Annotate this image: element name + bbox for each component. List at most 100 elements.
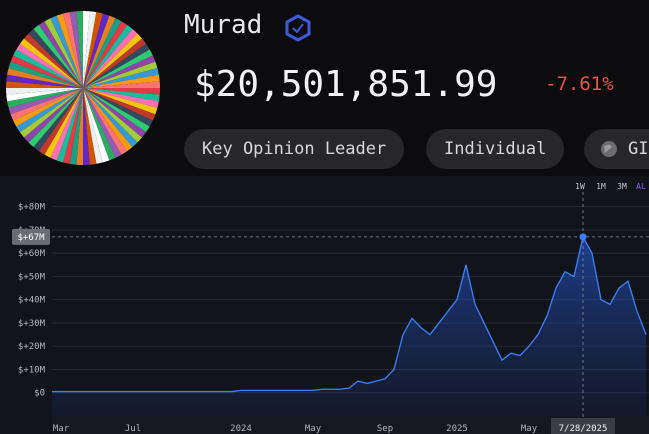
y-tick-label: $+20M — [18, 342, 46, 352]
user-name: Murad — [184, 10, 263, 40]
avatar-wedge — [56, 88, 83, 163]
avatar-wedge — [6, 88, 83, 95]
x-tick-label: Mar — [53, 424, 70, 434]
avatar-wedge — [83, 74, 160, 88]
avatar-wedge — [10, 55, 83, 88]
avatar-wedge — [33, 24, 83, 88]
avatar-wedge — [19, 38, 83, 88]
avatar-wedge — [83, 38, 147, 88]
avatar-wedge — [24, 33, 83, 88]
avatar-wedge — [83, 88, 158, 115]
avatar-wedge — [83, 88, 103, 164]
x-tick-label: Jul — [125, 424, 141, 434]
y-tick-label: $+40M — [18, 296, 46, 306]
avatar-wedge — [38, 21, 83, 89]
avatar-wedge — [83, 88, 133, 152]
avatar-wedge — [83, 81, 160, 88]
y-tick-label: $+80M — [18, 203, 46, 213]
value-change: -7.61% — [545, 73, 614, 95]
avatar-wedge — [8, 61, 84, 88]
area — [52, 236, 646, 416]
y-tick-label: $+30M — [18, 319, 46, 329]
avatar-wedge — [83, 55, 156, 88]
avatar-wedge — [13, 49, 83, 88]
portfolio-value: $20,501,851.99 — [194, 64, 498, 105]
avatar-wedge — [83, 88, 90, 165]
avatar-wedge — [83, 29, 138, 88]
avatar-wedge — [83, 88, 122, 158]
avatar-wedge — [63, 12, 83, 89]
avatar-wedge — [83, 88, 159, 108]
avatar-wedge — [38, 88, 83, 155]
avatar-wedge — [83, 49, 153, 88]
range-button[interactable]: AL — [636, 182, 646, 191]
avatar-wedge — [83, 11, 90, 88]
tag[interactable]: Key Opinion Leader — [184, 129, 405, 169]
avatar-wedge — [83, 21, 128, 89]
avatar-wedge — [44, 18, 83, 88]
range-button[interactable]: 1W — [575, 182, 585, 191]
avatar-wedge — [83, 88, 160, 95]
tag[interactable]: Individual — [426, 129, 565, 169]
x-tick-label: 2024 — [230, 424, 252, 434]
avatar-wedge — [13, 88, 83, 127]
avatar-wedge — [83, 88, 116, 161]
avatar-wedge — [28, 88, 83, 147]
avatar-wedge — [83, 68, 159, 88]
tag[interactable]: GIG — [584, 129, 649, 169]
avatar-wedge — [7, 88, 84, 108]
x-tick-label: May — [521, 424, 538, 434]
avatar-wedge — [83, 88, 150, 133]
chart: $0$+10M$+20M$+30M$+40M$+50M$+60M$+70M$+8… — [0, 176, 649, 434]
x-tick-label: 7/28/2025 — [559, 424, 608, 434]
avatar-wedge — [56, 13, 83, 89]
crosshair-label-box — [12, 228, 50, 245]
avatar-wedge — [6, 74, 84, 88]
avatar-wedge — [83, 88, 160, 102]
avatar-wedge — [83, 88, 147, 138]
avatar-wedge — [83, 88, 142, 143]
x-axis-strip — [52, 416, 649, 434]
x-tick-label: 2025 — [446, 424, 468, 434]
range-button[interactable]: 3M — [617, 182, 627, 191]
avatar-wedge — [76, 88, 83, 165]
y-tick-label: $+60M — [18, 249, 46, 259]
avatar-wedge — [69, 88, 83, 165]
avatar-wedge — [8, 88, 84, 115]
avatar-wedge — [16, 43, 84, 88]
avatar-wedge — [19, 88, 83, 138]
avatar-wedge — [69, 11, 83, 89]
avatar-wedge — [7, 68, 84, 88]
avatar-wedge — [83, 88, 156, 121]
avatar-wedge — [83, 18, 122, 88]
y-tick-label: $+50M — [18, 272, 46, 282]
avatar-wedge — [83, 13, 110, 89]
verified-badge — [285, 14, 311, 42]
range-button[interactable]: 1M — [596, 182, 606, 191]
avatar-wedge — [33, 88, 83, 152]
x-tick-label: Sep — [377, 424, 393, 434]
avatar-wedge — [83, 88, 153, 127]
avatar-wedge — [83, 88, 128, 155]
avatar-wedge — [44, 88, 83, 158]
avatar-wedge — [83, 88, 110, 163]
avatar-wedge — [83, 24, 133, 88]
tag-text: GIG — [628, 139, 649, 159]
avatar-wedge — [76, 11, 83, 88]
avatar-wedge — [10, 88, 83, 121]
avatar-wedge — [6, 81, 83, 88]
avatar-wedge — [24, 88, 83, 143]
avatar — [6, 11, 160, 165]
y-tick-label: $0 — [34, 389, 45, 399]
globe-icon — [601, 141, 617, 157]
avatar-wedge — [50, 15, 83, 88]
avatar-wedge — [50, 88, 83, 161]
avatar-wedge — [83, 33, 142, 88]
highlight-point — [579, 233, 587, 241]
avatar-wedge — [16, 88, 84, 133]
y-tick-label: $+10M — [18, 365, 46, 375]
line — [52, 235, 647, 393]
avatar-wedge — [83, 12, 103, 89]
avatar-wedge — [83, 88, 138, 147]
